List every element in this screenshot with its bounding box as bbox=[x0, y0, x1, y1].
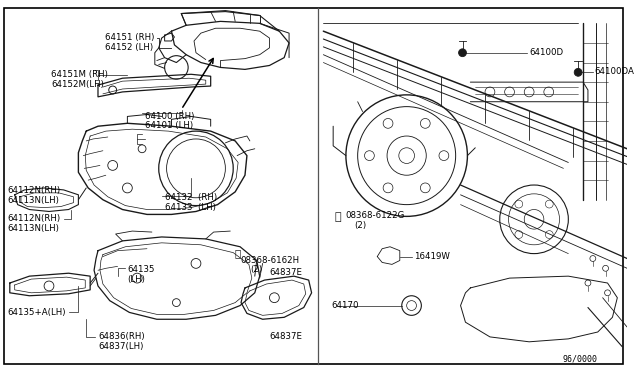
Text: 64113N(LH): 64113N(LH) bbox=[8, 224, 60, 233]
Text: (LH): (LH) bbox=[127, 275, 145, 284]
Text: 64133  (LH): 64133 (LH) bbox=[164, 203, 216, 212]
Text: 64113N(LH): 64113N(LH) bbox=[8, 196, 60, 205]
Text: 08368-6162H: 08368-6162H bbox=[240, 256, 300, 264]
Text: 64135+A(LH): 64135+A(LH) bbox=[8, 308, 67, 317]
Text: 16419W: 16419W bbox=[413, 251, 449, 261]
Circle shape bbox=[459, 49, 467, 57]
Text: 64112N(RH): 64112N(RH) bbox=[8, 186, 61, 195]
Text: 64170: 64170 bbox=[332, 301, 358, 310]
Text: (2): (2) bbox=[355, 221, 367, 230]
Text: 64152 (LH): 64152 (LH) bbox=[105, 43, 153, 52]
Text: 64837(LH): 64837(LH) bbox=[98, 342, 143, 351]
Text: 64836(RH): 64836(RH) bbox=[98, 332, 145, 341]
Text: 96/0000: 96/0000 bbox=[563, 355, 598, 363]
Text: 64151M (RH): 64151M (RH) bbox=[51, 70, 108, 79]
Text: 64135: 64135 bbox=[127, 265, 155, 275]
Text: 64101 (LH): 64101 (LH) bbox=[145, 121, 193, 130]
Text: 64100D: 64100D bbox=[529, 48, 563, 57]
Text: 64100 (RH): 64100 (RH) bbox=[145, 112, 195, 121]
Text: (2): (2) bbox=[250, 265, 262, 275]
Text: 64152M(LH): 64152M(LH) bbox=[51, 80, 104, 89]
Text: 64132  (RH): 64132 (RH) bbox=[164, 193, 217, 202]
Text: 08368-6122G: 08368-6122G bbox=[345, 211, 404, 221]
Text: Ⓢ: Ⓢ bbox=[234, 248, 240, 259]
Text: Ⓢ: Ⓢ bbox=[335, 212, 341, 222]
Text: 64837E: 64837E bbox=[269, 332, 303, 341]
Text: 64100DA: 64100DA bbox=[595, 67, 635, 76]
Circle shape bbox=[574, 68, 582, 76]
Text: 64837E: 64837E bbox=[269, 268, 303, 277]
Text: 64151 (RH): 64151 (RH) bbox=[105, 33, 154, 42]
Text: 64112N(RH): 64112N(RH) bbox=[8, 214, 61, 224]
